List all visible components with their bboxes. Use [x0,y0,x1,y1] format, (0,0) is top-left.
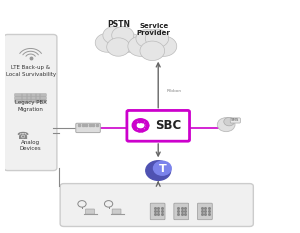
FancyBboxPatch shape [112,209,121,214]
Bar [89,124,91,126]
Bar [92,124,94,126]
Text: PSTN: PSTN [107,20,130,29]
Text: ☎: ☎ [16,131,28,141]
Text: SMS: SMS [231,118,239,123]
Bar [82,124,84,126]
Circle shape [95,33,119,52]
Circle shape [224,117,234,126]
Circle shape [217,118,235,132]
Text: SBC: SBC [155,119,182,132]
Circle shape [112,27,134,44]
Circle shape [145,29,169,48]
Text: Legacy PBX
Migration: Legacy PBX Migration [15,100,46,112]
FancyBboxPatch shape [15,100,46,102]
Circle shape [146,161,171,180]
Text: Analog
Devices: Analog Devices [20,140,41,151]
Text: Service
Provider: Service Provider [137,23,171,36]
FancyBboxPatch shape [127,110,190,141]
Circle shape [136,29,159,48]
FancyBboxPatch shape [197,203,212,220]
Bar [79,124,80,126]
Circle shape [117,33,141,52]
FancyBboxPatch shape [60,184,253,226]
FancyBboxPatch shape [85,209,94,214]
FancyBboxPatch shape [76,123,100,133]
Text: T: T [158,164,166,174]
FancyBboxPatch shape [15,97,46,99]
FancyBboxPatch shape [4,34,57,171]
Circle shape [154,161,171,175]
FancyBboxPatch shape [230,118,240,123]
Circle shape [102,29,134,55]
Bar [96,124,98,126]
Circle shape [103,27,125,44]
Circle shape [107,38,130,56]
Text: LTE Back-up &
Local Survivability: LTE Back-up & Local Survivability [5,65,56,77]
Circle shape [128,36,153,56]
Circle shape [135,32,169,59]
Bar [85,124,87,126]
FancyBboxPatch shape [174,203,189,220]
Text: Ribbon: Ribbon [166,89,182,93]
Circle shape [140,41,165,61]
FancyBboxPatch shape [150,203,165,220]
Circle shape [151,36,177,56]
FancyBboxPatch shape [15,94,46,96]
